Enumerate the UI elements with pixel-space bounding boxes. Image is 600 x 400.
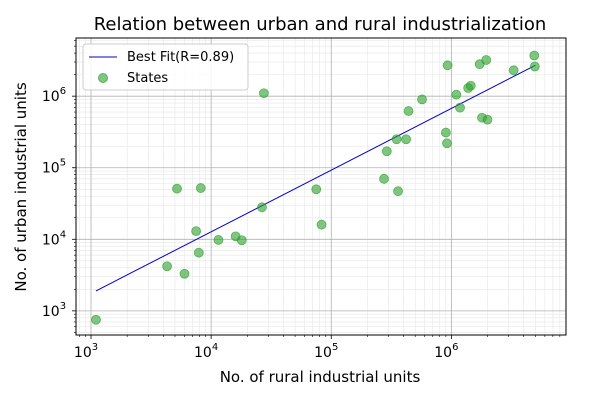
data-point xyxy=(91,314,101,325)
data-point xyxy=(311,184,322,195)
data-point xyxy=(379,173,389,184)
data-point xyxy=(529,50,540,61)
minor-grid xyxy=(76,38,566,335)
data-point xyxy=(236,235,247,246)
legend-states-swatch xyxy=(98,73,108,83)
data-point xyxy=(465,80,476,91)
chart-title: Relation between urban and rural industr… xyxy=(94,14,547,35)
data-point xyxy=(455,102,465,113)
data-point xyxy=(162,261,173,272)
data-point xyxy=(393,186,403,197)
data-point xyxy=(193,247,204,258)
data-point xyxy=(179,268,190,279)
x-axis-label: No. of rural industrial units xyxy=(220,368,421,386)
data-point xyxy=(442,138,452,149)
data-point xyxy=(482,114,493,125)
fit-line-layer xyxy=(95,64,536,292)
data-point xyxy=(508,65,519,76)
data-point xyxy=(316,219,327,230)
points-layer xyxy=(91,50,540,325)
data-point xyxy=(195,183,206,193)
data-point xyxy=(403,106,414,116)
legend-fit-label: Best Fit(R=0.89) xyxy=(127,50,234,65)
data-point xyxy=(259,88,269,99)
plot-area-frame xyxy=(75,37,567,336)
data-point xyxy=(391,134,402,145)
legend-states-label: States xyxy=(127,71,168,86)
data-point xyxy=(417,94,427,105)
data-point xyxy=(401,134,412,145)
data-point xyxy=(481,55,492,65)
data-point xyxy=(172,183,182,194)
data-point xyxy=(191,226,202,237)
data-point xyxy=(213,235,224,245)
best-fit-line xyxy=(95,64,536,292)
y-axis-label: No. of urban industrial units xyxy=(12,82,30,291)
data-point xyxy=(529,61,540,72)
data-point xyxy=(442,60,453,71)
data-point xyxy=(451,89,462,100)
legend: Best Fit(R=0.89) States xyxy=(82,43,249,91)
data-point xyxy=(257,202,267,213)
legend-frame xyxy=(82,43,249,91)
data-point xyxy=(440,127,451,138)
data-point xyxy=(381,146,392,157)
